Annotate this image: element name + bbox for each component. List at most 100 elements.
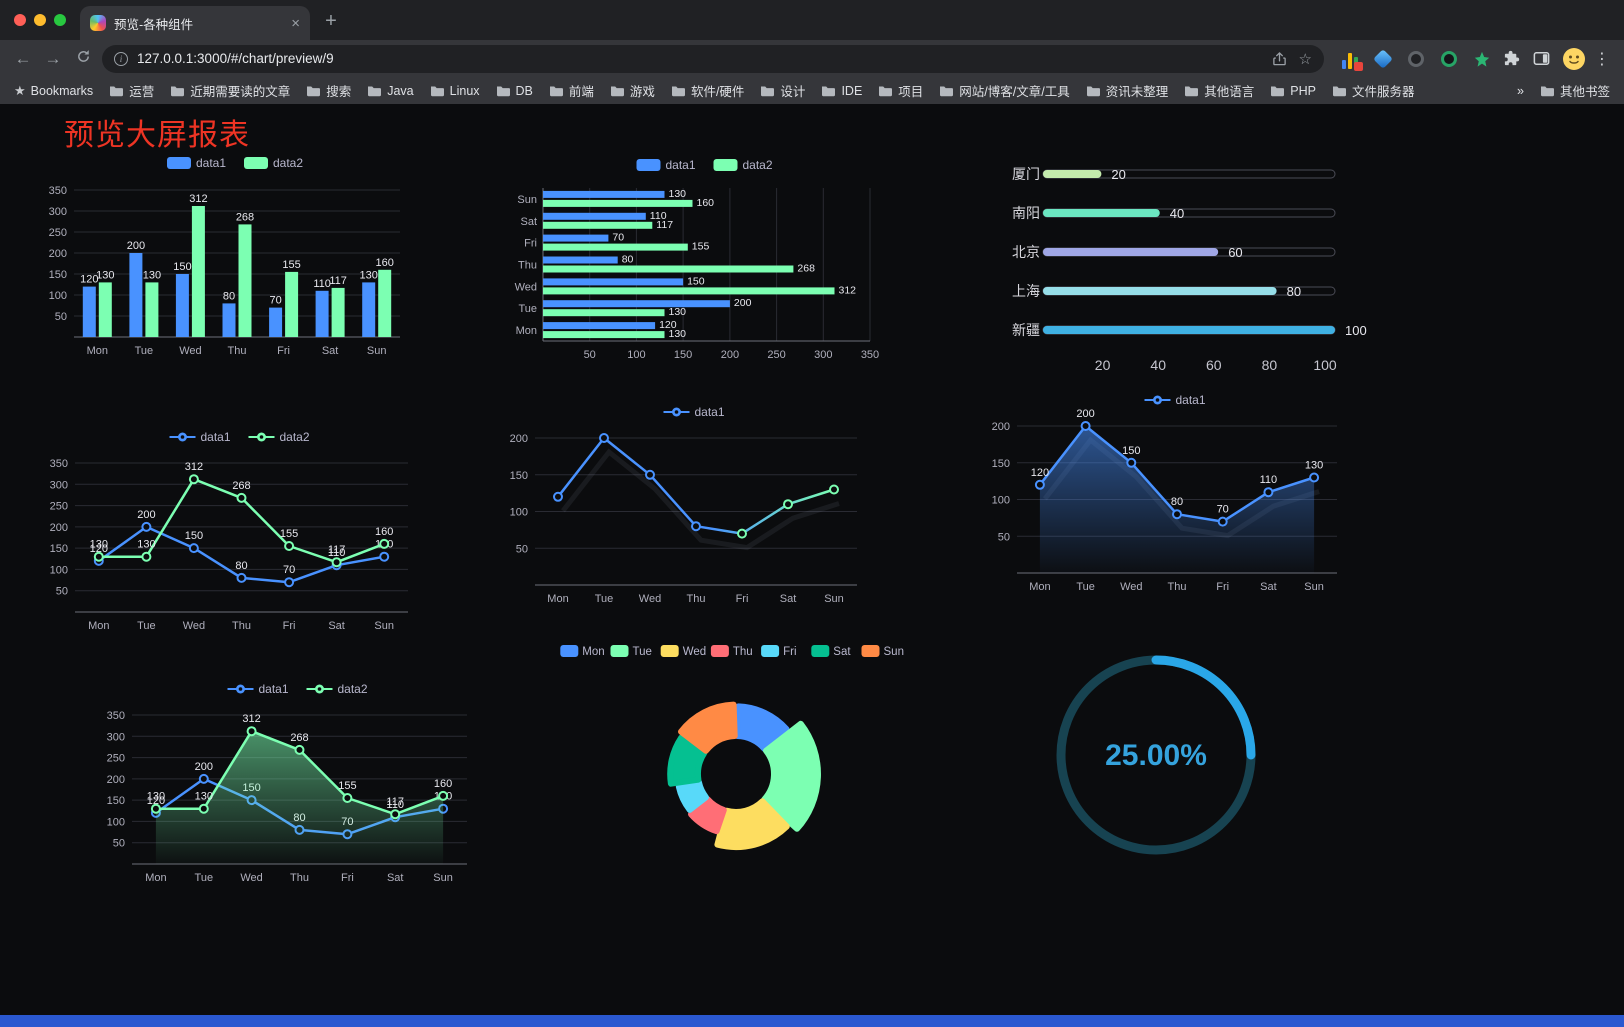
bookmark-item[interactable]: 项目 xyxy=(878,81,923,100)
svg-text:200: 200 xyxy=(734,297,752,309)
browser-tab[interactable]: 预览-各种组件 × xyxy=(80,6,310,40)
svg-text:155: 155 xyxy=(280,528,298,540)
bookmark-item[interactable]: 其他语言 xyxy=(1184,81,1254,100)
forward-button[interactable]: → xyxy=(44,48,62,68)
svg-text:Sun: Sun xyxy=(517,194,537,206)
svg-text:Sat: Sat xyxy=(1260,581,1277,593)
svg-text:60: 60 xyxy=(1228,245,1242,260)
bookmark-item[interactable]: 近期需要读的文章 xyxy=(170,81,290,100)
folder-icon xyxy=(1185,86,1199,96)
browser-menu-icon[interactable]: ⋮ xyxy=(1594,50,1610,68)
line-two-series-svg: data1 data2 50 100 150 200 250 300 350 Mon Tue Wed T… xyxy=(50,430,408,632)
bookmark-item[interactable]: Java xyxy=(367,84,414,98)
folder-icon xyxy=(822,86,836,96)
svg-text:150: 150 xyxy=(173,261,191,273)
svg-text:80: 80 xyxy=(1287,284,1301,299)
svg-text:110: 110 xyxy=(313,278,331,290)
svg-text:Sat: Sat xyxy=(328,620,345,632)
svg-text:130: 130 xyxy=(143,269,161,281)
site-info-icon[interactable]: i xyxy=(114,51,128,66)
share-icon[interactable] xyxy=(1272,51,1287,67)
folder-icon xyxy=(879,86,893,96)
bookmark-item[interactable]: 软件/硬件 xyxy=(671,81,744,100)
new-tab-button[interactable]: + xyxy=(325,9,337,32)
legend: data1 data2 xyxy=(169,430,310,444)
svg-text:100: 100 xyxy=(1313,357,1337,373)
window-minimize-button[interactable] xyxy=(34,14,46,26)
tab-favicon-icon xyxy=(90,15,106,31)
svg-text:Sat: Sat xyxy=(520,216,537,228)
bookmark-item[interactable]: IDE xyxy=(821,84,862,98)
back-button[interactable]: ← xyxy=(14,48,32,68)
svg-text:20: 20 xyxy=(1095,357,1111,373)
svg-text:117: 117 xyxy=(328,544,346,556)
svg-text:150: 150 xyxy=(50,543,68,555)
svg-text:Fri: Fri xyxy=(783,646,796,658)
disc-extension-icon[interactable] xyxy=(1406,49,1426,69)
green-star-extension-icon[interactable] xyxy=(1472,49,1492,69)
svg-text:117: 117 xyxy=(656,219,673,231)
svg-text:200: 200 xyxy=(137,509,155,521)
svg-text:80: 80 xyxy=(622,254,634,266)
bookmark-item[interactable]: DB xyxy=(496,84,533,98)
chart-gauge: 25.00% xyxy=(1006,645,1306,873)
stats-extension-icon[interactable] xyxy=(1340,49,1363,71)
kite-extension-icon[interactable] xyxy=(1373,48,1393,69)
bookmark-item[interactable]: 网站/博客/文章/工具 xyxy=(939,81,1070,100)
svg-text:155: 155 xyxy=(692,241,710,253)
bookmark-item[interactable]: 搜索 xyxy=(306,81,351,100)
svg-text:40: 40 xyxy=(1150,357,1166,373)
bookmark-label: 资讯未整理 xyxy=(1105,85,1169,99)
window-close-button[interactable] xyxy=(14,14,26,26)
bookmark-item[interactable]: 资讯未整理 xyxy=(1086,81,1169,100)
svg-text:268: 268 xyxy=(290,732,308,744)
svg-text:160: 160 xyxy=(434,778,452,790)
bookmarks-star-icon: ★ xyxy=(14,82,26,98)
green-ring-extension-icon[interactable] xyxy=(1439,49,1459,69)
svg-text:Tue: Tue xyxy=(195,872,214,884)
reload-icon xyxy=(77,49,89,62)
svg-text:Wed: Wed xyxy=(240,872,262,884)
svg-text:新疆: 新疆 xyxy=(1012,322,1040,338)
bookmarks-overflow-button[interactable]: » xyxy=(1517,83,1524,98)
bookmark-item[interactable]: PHP xyxy=(1270,84,1316,98)
svg-text:150: 150 xyxy=(185,530,203,542)
side-panel-icon[interactable] xyxy=(1532,49,1551,68)
tab-close-icon[interactable]: × xyxy=(291,14,300,32)
svg-text:Sun: Sun xyxy=(884,646,904,658)
other-bookmarks-button[interactable]: 其他书签 xyxy=(1540,81,1610,100)
bookmark-label: IDE xyxy=(841,83,863,98)
reload-button[interactable] xyxy=(68,49,98,69)
chart-rose-pie: Mon Tue Wed Thu Fri Sat Sun xyxy=(556,638,916,878)
bookmark-label: 前端 xyxy=(568,85,594,99)
svg-text:data1: data1 xyxy=(666,158,696,172)
bookmark-item[interactable]: 设计 xyxy=(760,81,805,100)
svg-text:130: 130 xyxy=(669,306,687,318)
bookmark-item[interactable]: ★ Bookmarks xyxy=(14,83,93,99)
bookmark-item[interactable]: 前端 xyxy=(549,81,594,100)
folder-icon xyxy=(671,86,685,96)
svg-text:Tue: Tue xyxy=(135,345,154,357)
gauge-svg: 25.00% xyxy=(1056,655,1256,855)
svg-text:312: 312 xyxy=(189,193,207,205)
profile-avatar[interactable] xyxy=(1562,47,1586,71)
address-bar[interactable]: i 127.0.0.1:3000/#/chart/preview/9 ☆ xyxy=(102,44,1324,73)
window-zoom-button[interactable] xyxy=(54,14,66,26)
svg-text:130: 130 xyxy=(669,328,687,340)
svg-text:130: 130 xyxy=(96,269,114,281)
traffic-lights xyxy=(14,14,66,26)
svg-text:117: 117 xyxy=(329,275,347,287)
bookmark-item[interactable]: 运营 xyxy=(109,81,154,100)
svg-text:Mon: Mon xyxy=(547,593,568,605)
chart-grouped-bar: data1 data2 50 100 150 200 250 300 350 Mon Tue Wed T… xyxy=(40,150,450,362)
bookmark-star-icon[interactable]: ☆ xyxy=(1298,50,1312,68)
url-text[interactable]: 127.0.0.1:3000/#/chart/preview/9 xyxy=(137,51,334,66)
bookmark-item[interactable]: 文件服务器 xyxy=(1332,81,1414,100)
bookmark-label: 软件/硬件 xyxy=(690,85,745,99)
bookmark-item[interactable]: 游戏 xyxy=(610,81,655,100)
extensions-puzzle-icon[interactable] xyxy=(1503,49,1522,68)
svg-text:Wed: Wed xyxy=(683,646,706,658)
bookmark-item[interactable]: Linux xyxy=(430,84,480,98)
svg-text:250: 250 xyxy=(49,227,67,239)
svg-text:Sun: Sun xyxy=(1304,581,1324,593)
